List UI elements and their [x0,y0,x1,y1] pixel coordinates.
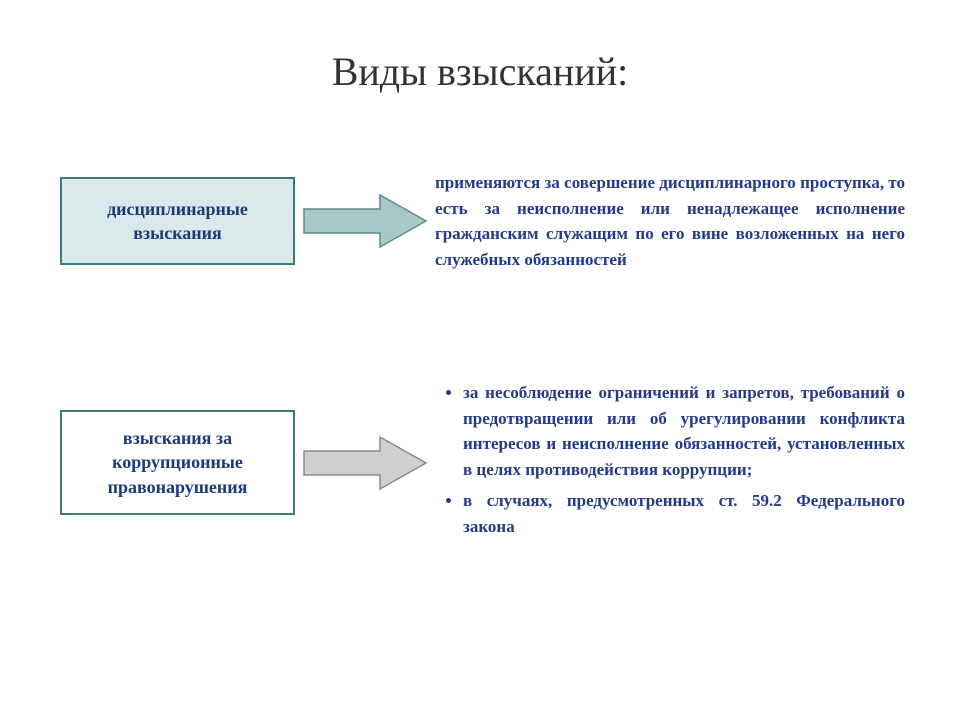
desc-disciplinary: применяются за совершение дисциплинарног… [435,170,905,272]
box-disciplinary: дисциплинарные взыскания [60,177,295,266]
arrow-icon [295,433,435,493]
desc-list: за несоблюдение ограничений и запретов, … [435,380,905,539]
box-corruption: взыскания за коррупционные правонарушени… [60,410,295,515]
list-item: в случаях, предусмотренных ст. 59.2 Феде… [463,488,905,539]
row-disciplinary: дисциплинарные взыскания применяются за … [60,170,905,272]
desc-corruption: за несоблюдение ограничений и запретов, … [435,380,905,545]
arrow-shape-teal [304,195,426,247]
arrow-icon [295,191,435,251]
page-title: Виды взысканий: [0,48,960,95]
arrow-shape-gray [304,437,426,489]
list-item: за несоблюдение ограничений и запретов, … [463,380,905,482]
row-corruption: взыскания за коррупционные правонарушени… [60,380,905,545]
desc-text: применяются за совершение дисциплинарног… [435,170,905,272]
